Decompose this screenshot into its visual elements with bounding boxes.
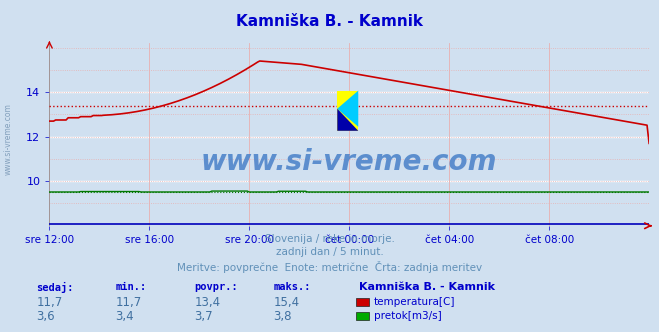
Text: maks.:: maks.:: [273, 282, 311, 292]
Text: zadnji dan / 5 minut.: zadnji dan / 5 minut.: [275, 247, 384, 257]
Text: Kamniška B. - Kamnik: Kamniška B. - Kamnik: [359, 282, 495, 292]
Polygon shape: [337, 109, 358, 131]
Text: 13,4: 13,4: [194, 295, 221, 309]
Text: www.si-vreme.com: www.si-vreme.com: [3, 104, 13, 175]
Text: www.si-vreme.com: www.si-vreme.com: [201, 148, 498, 176]
Text: 11,7: 11,7: [36, 295, 63, 309]
Text: Meritve: povprečne  Enote: metrične  Črta: zadnja meritev: Meritve: povprečne Enote: metrične Črta:…: [177, 261, 482, 273]
Text: 3,4: 3,4: [115, 309, 134, 323]
Text: temperatura[C]: temperatura[C]: [374, 297, 455, 307]
Text: povpr.:: povpr.:: [194, 282, 238, 292]
Text: min.:: min.:: [115, 282, 146, 292]
Text: Kamniška B. - Kamnik: Kamniška B. - Kamnik: [236, 14, 423, 29]
Text: 3,7: 3,7: [194, 309, 213, 323]
Text: sedaj:: sedaj:: [36, 282, 74, 293]
Text: 15,4: 15,4: [273, 295, 300, 309]
Text: pretok[m3/s]: pretok[m3/s]: [374, 311, 442, 321]
Text: 3,6: 3,6: [36, 309, 55, 323]
Polygon shape: [337, 91, 358, 131]
Text: 11,7: 11,7: [115, 295, 142, 309]
Text: 3,8: 3,8: [273, 309, 292, 323]
Text: Slovenija / reke in morje.: Slovenija / reke in morje.: [264, 234, 395, 244]
Polygon shape: [337, 91, 358, 127]
